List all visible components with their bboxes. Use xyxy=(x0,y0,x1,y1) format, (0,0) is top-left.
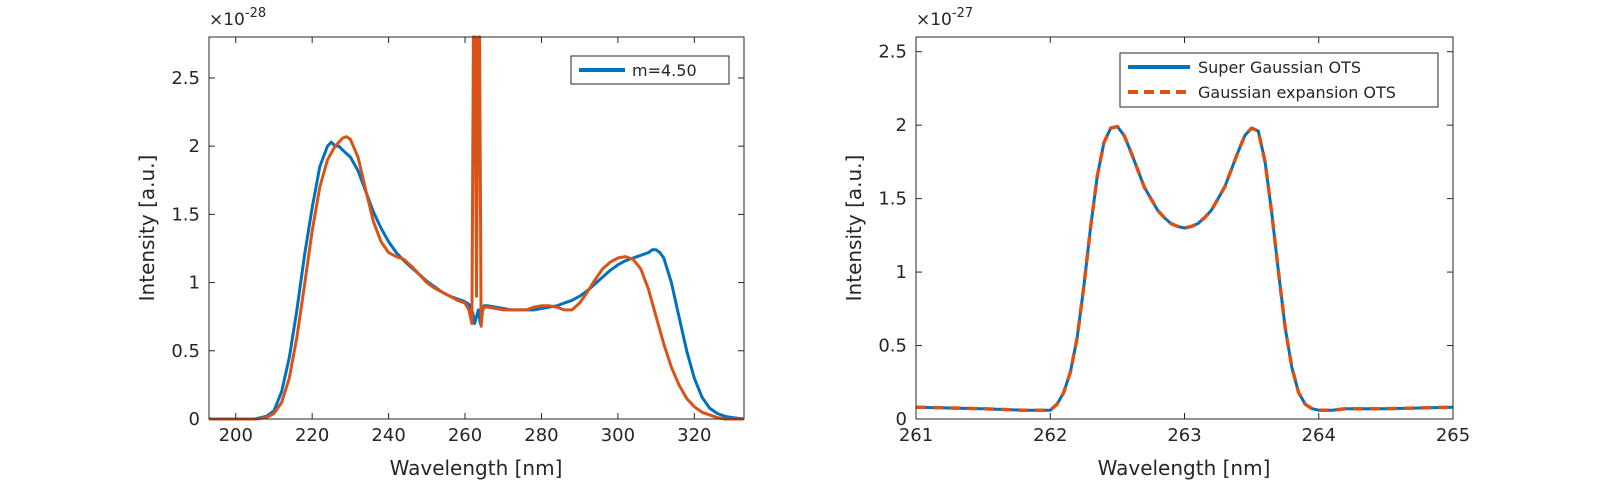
right-series-1-line xyxy=(915,124,1454,412)
left-x-tick-label-3: 260 xyxy=(448,425,482,446)
right-plot-panel: 261 262 263 264 265 0 0.5 1 1.5 2 2.5 ×10-27 Wavel… xyxy=(842,6,1470,480)
right-x-axis-label: Wavelength [nm] xyxy=(1098,456,1271,480)
left-y-tick-label-4: 2 xyxy=(189,136,200,157)
right-x-tick-label-0: 261 xyxy=(899,425,933,446)
left-y-tick-label-3: 1.5 xyxy=(171,204,200,225)
left-x-tick-label-2: 240 xyxy=(371,425,405,446)
right-legend-label-super-gaussian: Super Gaussian OTS xyxy=(1198,58,1361,77)
left-legend: m=4.50 xyxy=(570,55,730,85)
left-y-tick-label-1: 0.5 xyxy=(171,341,200,362)
right-y-exponent-power: -27 xyxy=(952,6,973,21)
left-plot-panel: 200 220 240 260 280 300 320 0 0.5 1 1.5 2 2.5 ×10-28… xyxy=(135,6,745,480)
left-axes-box xyxy=(208,36,745,420)
right-x-tick-label-4: 265 xyxy=(1436,425,1470,446)
left-y-tick-label-0: 0 xyxy=(189,409,200,430)
left-y-axis-label: Intensity [a.u.] xyxy=(135,155,159,302)
right-x-tick-label-3: 264 xyxy=(1302,425,1336,446)
left-x-tick-label-4: 280 xyxy=(524,425,558,446)
right-legend-box xyxy=(1119,52,1439,108)
left-y-tick-label-2: 1 xyxy=(189,273,200,294)
left-y-tick-label-5: 2.5 xyxy=(171,68,200,89)
right-y-tick-label-0: 0 xyxy=(896,409,907,430)
left-x-tick-label-5: 300 xyxy=(601,425,635,446)
right-x-tick-label-1: 262 xyxy=(1033,425,1067,446)
right-legend: Super Gaussian OTS Gaussian expansion OT… xyxy=(1119,52,1439,108)
right-y-tick-label-2: 1 xyxy=(896,262,907,283)
right-ticks-layer: 261 262 263 264 265 0 0.5 1 1.5 2 2.5 xyxy=(878,37,1470,446)
right-y-tick-label-3: 1.5 xyxy=(878,189,907,210)
right-legend-label-gaussian-expansion: Gaussian expansion OTS xyxy=(1198,83,1396,102)
right-x-tick-label-2: 263 xyxy=(1167,425,1201,446)
right-y-tick-label-1: 0.5 xyxy=(878,336,907,357)
left-y-exponent-power: -28 xyxy=(245,6,266,21)
right-y-tick-label-4: 2 xyxy=(896,115,907,136)
left-y-exponent-times: ×10 xyxy=(209,10,245,30)
left-x-axis-label: Wavelength [nm] xyxy=(390,456,563,480)
left-legend-label-m: m=4.50 xyxy=(632,61,697,80)
right-y-exponent-times: ×10 xyxy=(916,10,952,30)
left-y-exponent: ×10-28 xyxy=(209,6,266,30)
left-x-tick-label-6: 320 xyxy=(677,425,711,446)
right-y-exponent: ×10-27 xyxy=(916,6,973,30)
left-ticks-layer: 200 220 240 260 280 300 320 0 0.5 1 1.5 2 2.5 xyxy=(171,37,744,446)
left-x-tick-label-0: 200 xyxy=(219,425,253,446)
right-y-tick-label-5: 2.5 xyxy=(878,42,907,63)
right-y-axis-label: Intensity [a.u.] xyxy=(842,155,866,302)
right-series-layer xyxy=(915,124,1454,412)
left-x-tick-label-1: 220 xyxy=(295,425,329,446)
